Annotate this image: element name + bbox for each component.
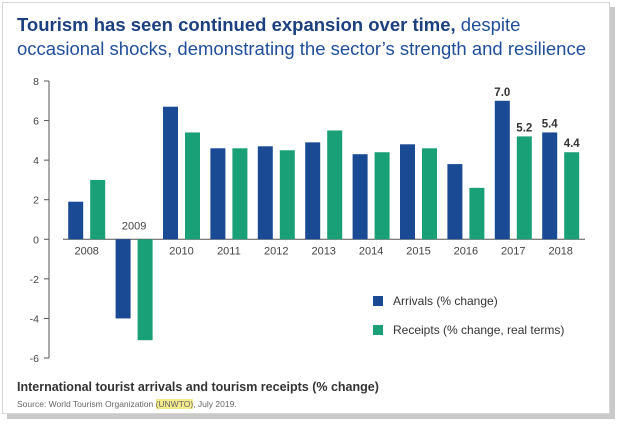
source-highlight: (UNWTO) (155, 399, 194, 409)
bar-arrivals-2017 (494, 100, 510, 240)
y-tick-label: 2 (33, 195, 39, 207)
y-tick-label: -2 (30, 274, 39, 286)
legend-swatch-receipts (373, 325, 383, 335)
bar-receipts-2009 (137, 239, 153, 341)
bar-arrivals-2014 (352, 154, 368, 240)
bar-arrivals-2013 (305, 142, 321, 240)
bar-arrivals-2015 (400, 144, 415, 240)
x-tick-label-2010: 2010 (169, 245, 193, 257)
chart-caption: International tourist arrivals and touri… (17, 380, 379, 394)
bar-receipts-2017 (516, 136, 532, 240)
x-tick-label-2013: 2013 (311, 245, 335, 257)
bar-receipts-2010 (185, 132, 200, 240)
chart-plot: -6 -4 -2 0 2 4 6 8 2008 2009 2010 2011 2012 2013 2014 2… (30, 76, 585, 365)
legend-label-arrivals: Arrivals (% change) (393, 294, 498, 308)
legend-label-receipts: Receipts (% change, real terms) (393, 323, 565, 337)
chart-title-rest: despite occasional shocks, demonstrating… (17, 14, 587, 59)
bar-receipts-2013 (327, 130, 343, 240)
bar-receipts-2012 (279, 150, 295, 240)
chart-title-bold: Tourism has seen continued expansion ove… (17, 14, 456, 35)
bar-receipts-2011 (232, 148, 248, 240)
x-tick-label-2015: 2015 (406, 245, 430, 257)
y-tick-label: 8 (33, 76, 39, 88)
source-suffix: , July 2019. (193, 399, 237, 409)
data-label-2018-0: 5.4 (542, 118, 559, 130)
data-label-2017-0: 7.0 (494, 87, 510, 99)
data-label-2017-1: 5.2 (516, 122, 532, 134)
data-label-2018-1: 4.4 (564, 138, 581, 150)
bar-arrivals-2010 (163, 106, 178, 240)
x-tick-label-2018: 2018 (548, 245, 572, 257)
x-tick-label-2011: 2011 (217, 245, 241, 257)
x-tick-label-2012: 2012 (264, 245, 288, 257)
x-tick-label-2014: 2014 (359, 245, 383, 257)
y-tick-label: -4 (30, 313, 39, 325)
bar-arrivals-2009 (115, 239, 131, 319)
y-tick-label: 4 (33, 155, 39, 167)
bar-arrivals-2011 (210, 148, 226, 240)
legend-item-arrivals: Arrivals (% change) (373, 294, 498, 308)
bar-receipts-2014 (374, 152, 390, 240)
x-tick-label-2017: 2017 (501, 245, 525, 257)
chart-title: Tourism has seen continued expansion ove… (17, 13, 607, 61)
bar-arrivals-2012 (257, 146, 273, 240)
bar-arrivals-2016 (447, 164, 463, 240)
bar-arrivals-2018 (542, 132, 558, 240)
y-tick-label: 6 (33, 116, 39, 128)
bar-arrivals-2008 (68, 201, 84, 240)
x-tick-label-2008: 2008 (74, 245, 98, 257)
chart-card: Tourism has seen continued expansion ove… (2, 2, 610, 414)
y-tick-label: 0 (33, 234, 39, 246)
bar-receipts-2018 (564, 152, 580, 240)
bar-receipts-2008 (90, 179, 106, 240)
legend-swatch-arrivals (373, 296, 383, 306)
bar-receipts-2015 (422, 148, 437, 240)
x-tick-label-2009: 2009 (122, 220, 146, 232)
x-tick-label-2016: 2016 (454, 245, 478, 257)
legend-item-receipts: Receipts (% change, real terms) (373, 323, 564, 337)
chart-source: Source: World Tourism Organization (UNWT… (17, 399, 237, 409)
source-prefix: Source: World Tourism Organization (17, 399, 156, 409)
bar-receipts-2016 (469, 187, 485, 240)
y-tick-label: -6 (30, 353, 39, 365)
